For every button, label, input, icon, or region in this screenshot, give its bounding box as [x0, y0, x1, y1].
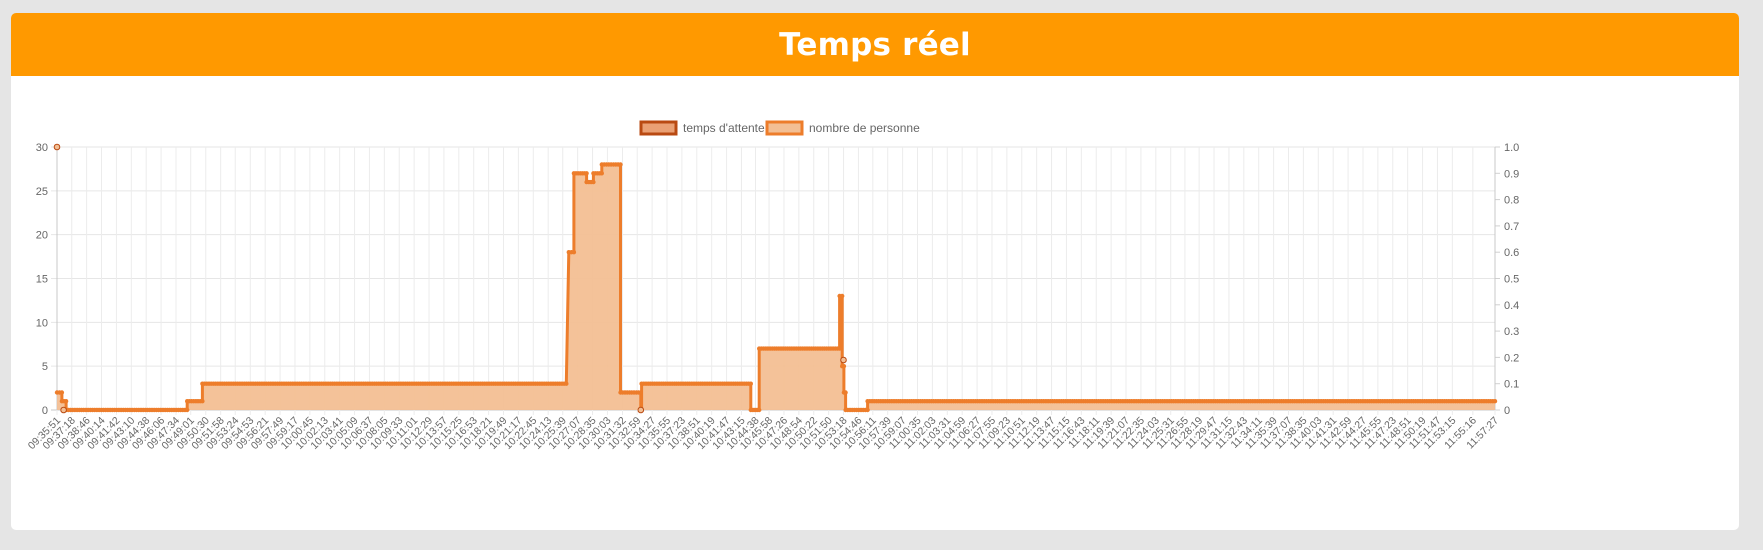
chart-legend[interactable]: temps d'attente nombre de personne: [639, 120, 920, 136]
data-point-nombre-personne: [757, 407, 762, 413]
data-point-nombre-personne: [591, 179, 596, 185]
data-point-nombre-personne: [841, 364, 847, 369]
y2-tick-label: 0: [1504, 405, 1510, 417]
data-point-nombre-personne: [618, 162, 623, 167]
legend-swatch-nombre-personne: [765, 120, 804, 136]
data-point-nombre-personne: [748, 381, 753, 386]
data-point-nombre-personne: [840, 293, 845, 299]
data-point-temps-attente: [637, 406, 645, 414]
legend-label-temps-attente: temps d'attente: [683, 121, 765, 135]
card-header: Temps réel: [11, 13, 1739, 76]
legend-label-nombre-personne: nombre de personne: [809, 121, 920, 135]
data-point-nombre-personne: [843, 390, 848, 395]
y2-tick-label: 0.8: [1504, 195, 1519, 207]
y-tick-label: 5: [42, 361, 48, 373]
data-point-temps-attente: [60, 406, 67, 414]
data-point-nombre-personne: [599, 171, 604, 176]
realtime-card: Temps réel temps d'attente nombre de pers…: [11, 13, 1739, 530]
data-point-nombre-personne: [564, 381, 569, 386]
grid-lines: [51, 146, 1500, 415]
y-tick-label: 25: [36, 186, 48, 198]
data-point-nombre-personne: [571, 250, 577, 255]
legend-swatch-temps-attente: [639, 120, 678, 136]
chart-container: temps d'attente nombre de personne 0 5 10 15…: [11, 76, 1739, 530]
y-axis-right: 0 0.1 0.2 0.3 0.4 0.5 0.6 0.7 0.8 0.9 1.0: [1504, 142, 1519, 417]
data-point-nombre-personne: [63, 399, 69, 404]
data-point-temps-attente: [53, 143, 61, 151]
y2-tick-label: 0.5: [1504, 274, 1519, 286]
y2-tick-label: 0.2: [1504, 352, 1519, 364]
data-point-nombre-personne: [59, 390, 65, 395]
y-axis-left: 0 5 10 15 20 25 30: [36, 142, 48, 417]
y2-tick-label: 0.1: [1504, 379, 1519, 391]
data-point-nombre-personne: [1492, 399, 1498, 404]
y2-tick-label: 0.7: [1504, 221, 1519, 233]
series-area-nombre-personne: [57, 164, 1495, 410]
data-point-nombre-personne: [200, 399, 205, 404]
y-tick-label: 15: [36, 274, 48, 286]
y-tick-label: 20: [36, 230, 48, 242]
page-title: Temps réel: [779, 26, 971, 63]
data-point-nombre-personne: [865, 407, 870, 413]
y2-tick-label: 0.3: [1504, 326, 1519, 338]
data-point-temps-attente: [840, 356, 847, 364]
data-point-nombre-personne: [185, 407, 190, 413]
y2-tick-label: 0.6: [1504, 247, 1519, 259]
y-tick-label: 10: [36, 317, 48, 329]
y2-tick-label: 0.9: [1504, 168, 1519, 180]
data-point-nombre-personne: [638, 390, 643, 395]
y-tick-label: 30: [36, 142, 48, 154]
data-point-nombre-personne: [837, 346, 842, 351]
y2-tick-label: 0.4: [1504, 300, 1519, 312]
y2-tick-label: 1.0: [1504, 142, 1519, 154]
chart-series: [53, 143, 1498, 414]
realtime-chart: temps d'attente nombre de personne 0 5 10 15…: [26, 120, 1519, 453]
data-point-nombre-personne: [584, 171, 589, 176]
y-tick-label: 0: [42, 405, 48, 417]
x-axis: 09:35:5109:37:1809:38:4609:40:1409:41:42…: [26, 415, 1502, 453]
